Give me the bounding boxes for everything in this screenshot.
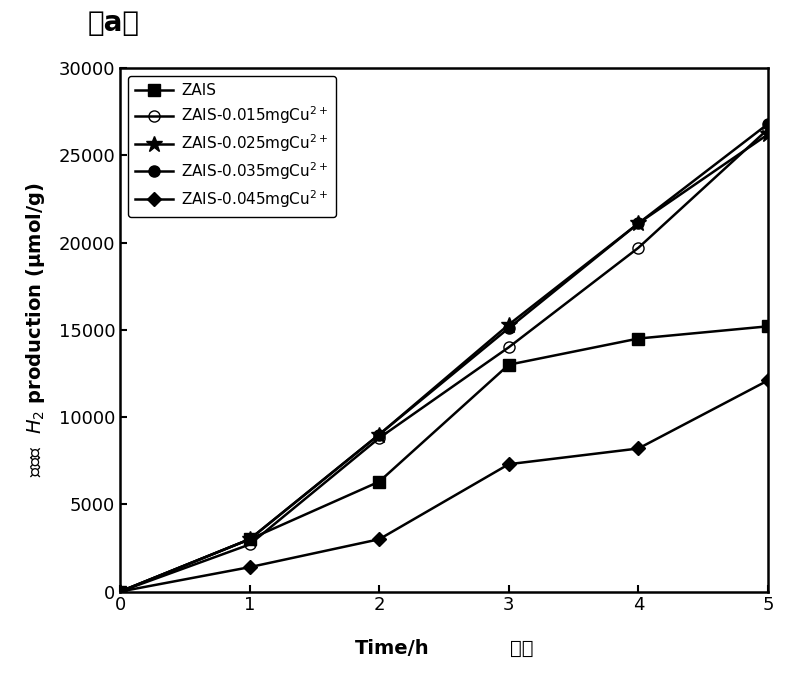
- ZAIS-0.045mgCu$^{2+}$: [634, 445, 643, 453]
- ZAIS-0.035mgCu$^{2+}$: [245, 535, 254, 543]
- ZAIS-0.025mgCu$^{2+}$: [115, 588, 125, 596]
- Legend: ZAIS, ZAIS-0.015mgCu$^{2+}$, ZAIS-0.025mgCu$^{2+}$, ZAIS-0.035mgCu$^{2+}$, ZAIS-: ZAIS, ZAIS-0.015mgCu$^{2+}$, ZAIS-0.025m…: [128, 75, 336, 217]
- Line: ZAIS-0.015mgCu$^{2+}$: ZAIS-0.015mgCu$^{2+}$: [114, 124, 774, 597]
- ZAIS-0.035mgCu$^{2+}$: [115, 588, 125, 596]
- ZAIS-0.025mgCu$^{2+}$: [374, 430, 384, 439]
- ZAIS-0.015mgCu$^{2+}$: [374, 434, 384, 442]
- ZAIS-0.035mgCu$^{2+}$: [634, 219, 643, 227]
- ZAIS: [763, 322, 773, 330]
- ZAIS-0.015mgCu$^{2+}$: [634, 243, 643, 252]
- ZAIS-0.035mgCu$^{2+}$: [504, 324, 514, 332]
- Y-axis label: 量产量  $H_2$ production (μmol/g): 量产量 $H_2$ production (μmol/g): [24, 183, 47, 477]
- ZAIS-0.015mgCu$^{2+}$: [504, 343, 514, 352]
- ZAIS: [504, 360, 514, 369]
- Text: （a）: （a）: [88, 9, 139, 37]
- ZAIS: [374, 477, 384, 486]
- Text: 时间: 时间: [510, 639, 534, 658]
- ZAIS-0.035mgCu$^{2+}$: [374, 430, 384, 439]
- Line: ZAIS-0.045mgCu$^{2+}$: ZAIS-0.045mgCu$^{2+}$: [115, 375, 773, 596]
- ZAIS-0.015mgCu$^{2+}$: [245, 541, 254, 549]
- ZAIS: [115, 588, 125, 596]
- ZAIS-0.045mgCu$^{2+}$: [504, 460, 514, 469]
- ZAIS-0.035mgCu$^{2+}$: [763, 120, 773, 128]
- ZAIS-0.045mgCu$^{2+}$: [115, 588, 125, 596]
- ZAIS: [634, 335, 643, 343]
- Line: ZAIS-0.035mgCu$^{2+}$: ZAIS-0.035mgCu$^{2+}$: [114, 118, 774, 597]
- Line: ZAIS: ZAIS: [114, 321, 774, 597]
- ZAIS-0.045mgCu$^{2+}$: [245, 563, 254, 571]
- Text: Time/h: Time/h: [355, 639, 430, 658]
- ZAIS-0.025mgCu$^{2+}$: [763, 131, 773, 139]
- Line: ZAIS-0.025mgCu$^{2+}$: ZAIS-0.025mgCu$^{2+}$: [112, 126, 776, 600]
- ZAIS-0.045mgCu$^{2+}$: [374, 535, 384, 543]
- ZAIS-0.025mgCu$^{2+}$: [245, 535, 254, 543]
- ZAIS-0.045mgCu$^{2+}$: [763, 376, 773, 384]
- ZAIS-0.025mgCu$^{2+}$: [504, 320, 514, 328]
- ZAIS-0.025mgCu$^{2+}$: [634, 219, 643, 227]
- ZAIS-0.015mgCu$^{2+}$: [763, 125, 773, 133]
- ZAIS-0.015mgCu$^{2+}$: [115, 588, 125, 596]
- ZAIS: [245, 535, 254, 543]
